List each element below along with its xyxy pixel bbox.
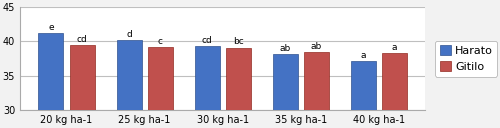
Bar — [272, 54, 297, 128]
Text: ab: ab — [280, 44, 291, 53]
Text: a: a — [360, 51, 366, 60]
Text: ab: ab — [311, 42, 322, 51]
Text: a: a — [392, 43, 398, 52]
Text: cd: cd — [202, 36, 212, 45]
Bar — [304, 52, 329, 128]
Bar — [351, 61, 376, 128]
Legend: Harato, Gitilo: Harato, Gitilo — [435, 41, 498, 77]
Text: e: e — [48, 23, 54, 32]
Bar — [194, 46, 220, 128]
Text: cd: cd — [77, 35, 88, 44]
Bar — [148, 47, 173, 128]
Bar — [38, 33, 64, 128]
Bar — [382, 53, 407, 128]
Text: d: d — [126, 30, 132, 39]
Text: c: c — [158, 37, 163, 46]
Text: bc: bc — [233, 38, 243, 46]
Bar — [226, 47, 251, 128]
Bar — [70, 45, 94, 128]
Bar — [116, 40, 141, 128]
